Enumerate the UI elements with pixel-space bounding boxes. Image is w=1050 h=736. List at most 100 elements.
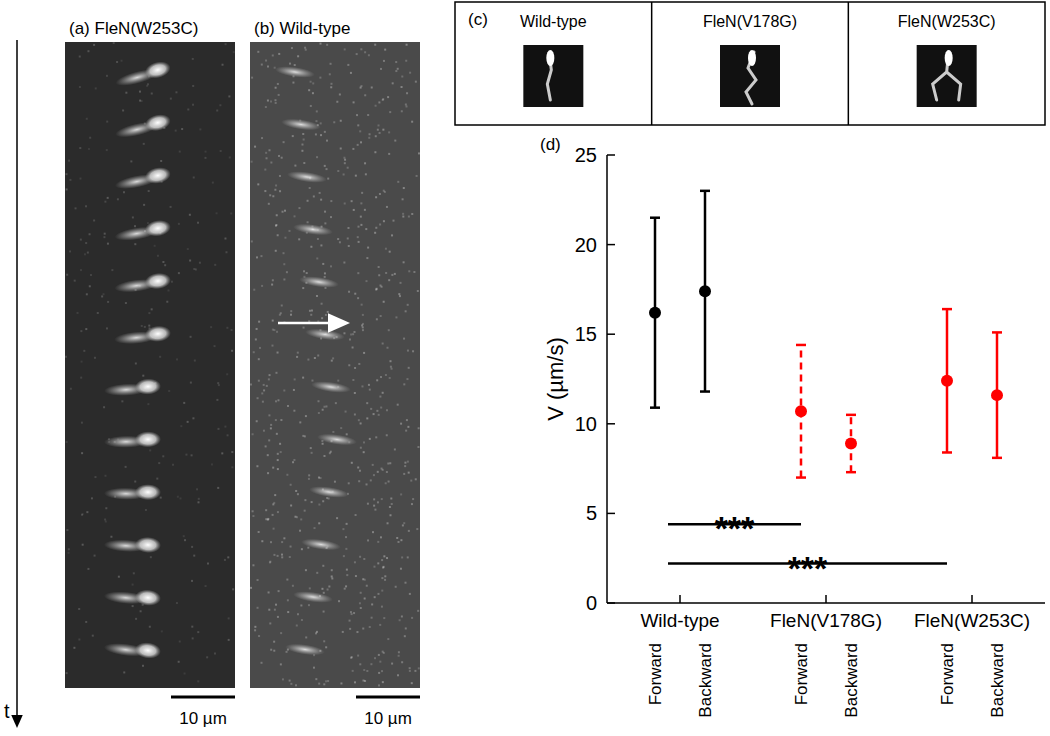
speckle — [134, 225, 136, 227]
x-group-label: FleN(V178G) — [770, 610, 882, 631]
speckle — [261, 285, 263, 287]
speckle — [292, 135, 294, 137]
speckle — [401, 86, 403, 88]
speckle — [400, 493, 402, 495]
speckle — [224, 238, 226, 240]
speckle — [415, 478, 417, 480]
cell-frame — [104, 535, 162, 554]
cell-head — [134, 589, 161, 607]
speckle — [383, 617, 385, 619]
speckle — [272, 279, 274, 281]
cell-frame — [300, 537, 341, 552]
speckle — [275, 372, 277, 374]
speckle — [178, 223, 180, 225]
speckle — [151, 93, 153, 95]
speckle — [86, 293, 88, 295]
speckle — [375, 196, 377, 198]
speckle — [317, 354, 319, 356]
speckle — [257, 579, 259, 581]
speckle — [254, 629, 256, 631]
speckle — [375, 105, 377, 107]
speckle — [405, 310, 407, 312]
speckle — [288, 230, 290, 232]
speckle — [395, 70, 397, 72]
cell-body — [274, 64, 315, 79]
speckle — [400, 423, 402, 425]
speckle — [389, 111, 391, 113]
speckle — [289, 63, 291, 65]
speckle — [376, 318, 378, 320]
speckle — [355, 575, 357, 577]
cell-frame — [274, 64, 315, 79]
speckle — [311, 452, 313, 454]
speckle — [309, 587, 311, 589]
speckle — [189, 214, 191, 216]
error-cap — [846, 471, 856, 474]
speckle — [362, 314, 364, 316]
speckle — [294, 378, 296, 380]
speckle — [345, 411, 347, 413]
speckle — [394, 140, 396, 142]
speckle — [217, 428, 219, 430]
speckle — [168, 289, 170, 291]
speckle — [267, 472, 269, 474]
speckle — [332, 431, 334, 433]
speckle — [154, 245, 156, 247]
speckle — [87, 50, 89, 52]
speckle — [389, 251, 391, 253]
speckle — [385, 248, 387, 250]
speckle — [103, 406, 105, 408]
speckle — [299, 530, 301, 532]
speckle — [320, 199, 322, 201]
speckle — [277, 468, 279, 470]
speckle — [293, 389, 295, 391]
speckle — [296, 625, 298, 627]
speckle — [275, 184, 277, 186]
speckle — [387, 96, 389, 98]
x-tick-label: Backward — [696, 643, 715, 718]
speckle — [373, 505, 375, 507]
speckle — [304, 499, 306, 501]
error-cap — [700, 390, 710, 393]
speckle — [382, 681, 384, 683]
speckle — [78, 639, 80, 641]
speckle — [337, 238, 339, 240]
speckle — [164, 264, 166, 266]
speckle — [278, 590, 280, 592]
speckle — [331, 569, 333, 571]
speckle — [351, 656, 353, 658]
cell-body — [280, 117, 321, 132]
speckle — [360, 447, 362, 449]
speckle — [416, 175, 418, 177]
speckle — [222, 64, 224, 66]
speckle — [81, 422, 83, 424]
speckle — [272, 320, 274, 322]
speckle — [225, 43, 227, 45]
speckle — [383, 555, 385, 557]
speckle — [382, 98, 384, 100]
speckle — [276, 433, 278, 435]
speckle — [320, 244, 322, 246]
speckle — [267, 518, 269, 520]
error-cap — [846, 414, 856, 417]
speckle — [265, 445, 267, 447]
speckle — [366, 670, 368, 672]
speckle — [307, 359, 309, 361]
speckle — [125, 302, 127, 304]
speckle — [145, 509, 147, 511]
speckle — [344, 159, 346, 161]
speckle — [279, 190, 281, 192]
speckle — [156, 478, 158, 480]
speckle — [232, 588, 234, 590]
speckle — [252, 510, 254, 512]
panel-label: (c) — [468, 10, 488, 29]
speckle — [344, 202, 346, 204]
speckle — [332, 357, 334, 359]
speckle — [307, 221, 309, 223]
speckle — [281, 304, 283, 306]
speckle — [375, 436, 377, 438]
cell-frame — [308, 484, 349, 499]
speckle — [161, 630, 163, 632]
speckle — [349, 339, 351, 341]
speckle — [342, 631, 344, 633]
